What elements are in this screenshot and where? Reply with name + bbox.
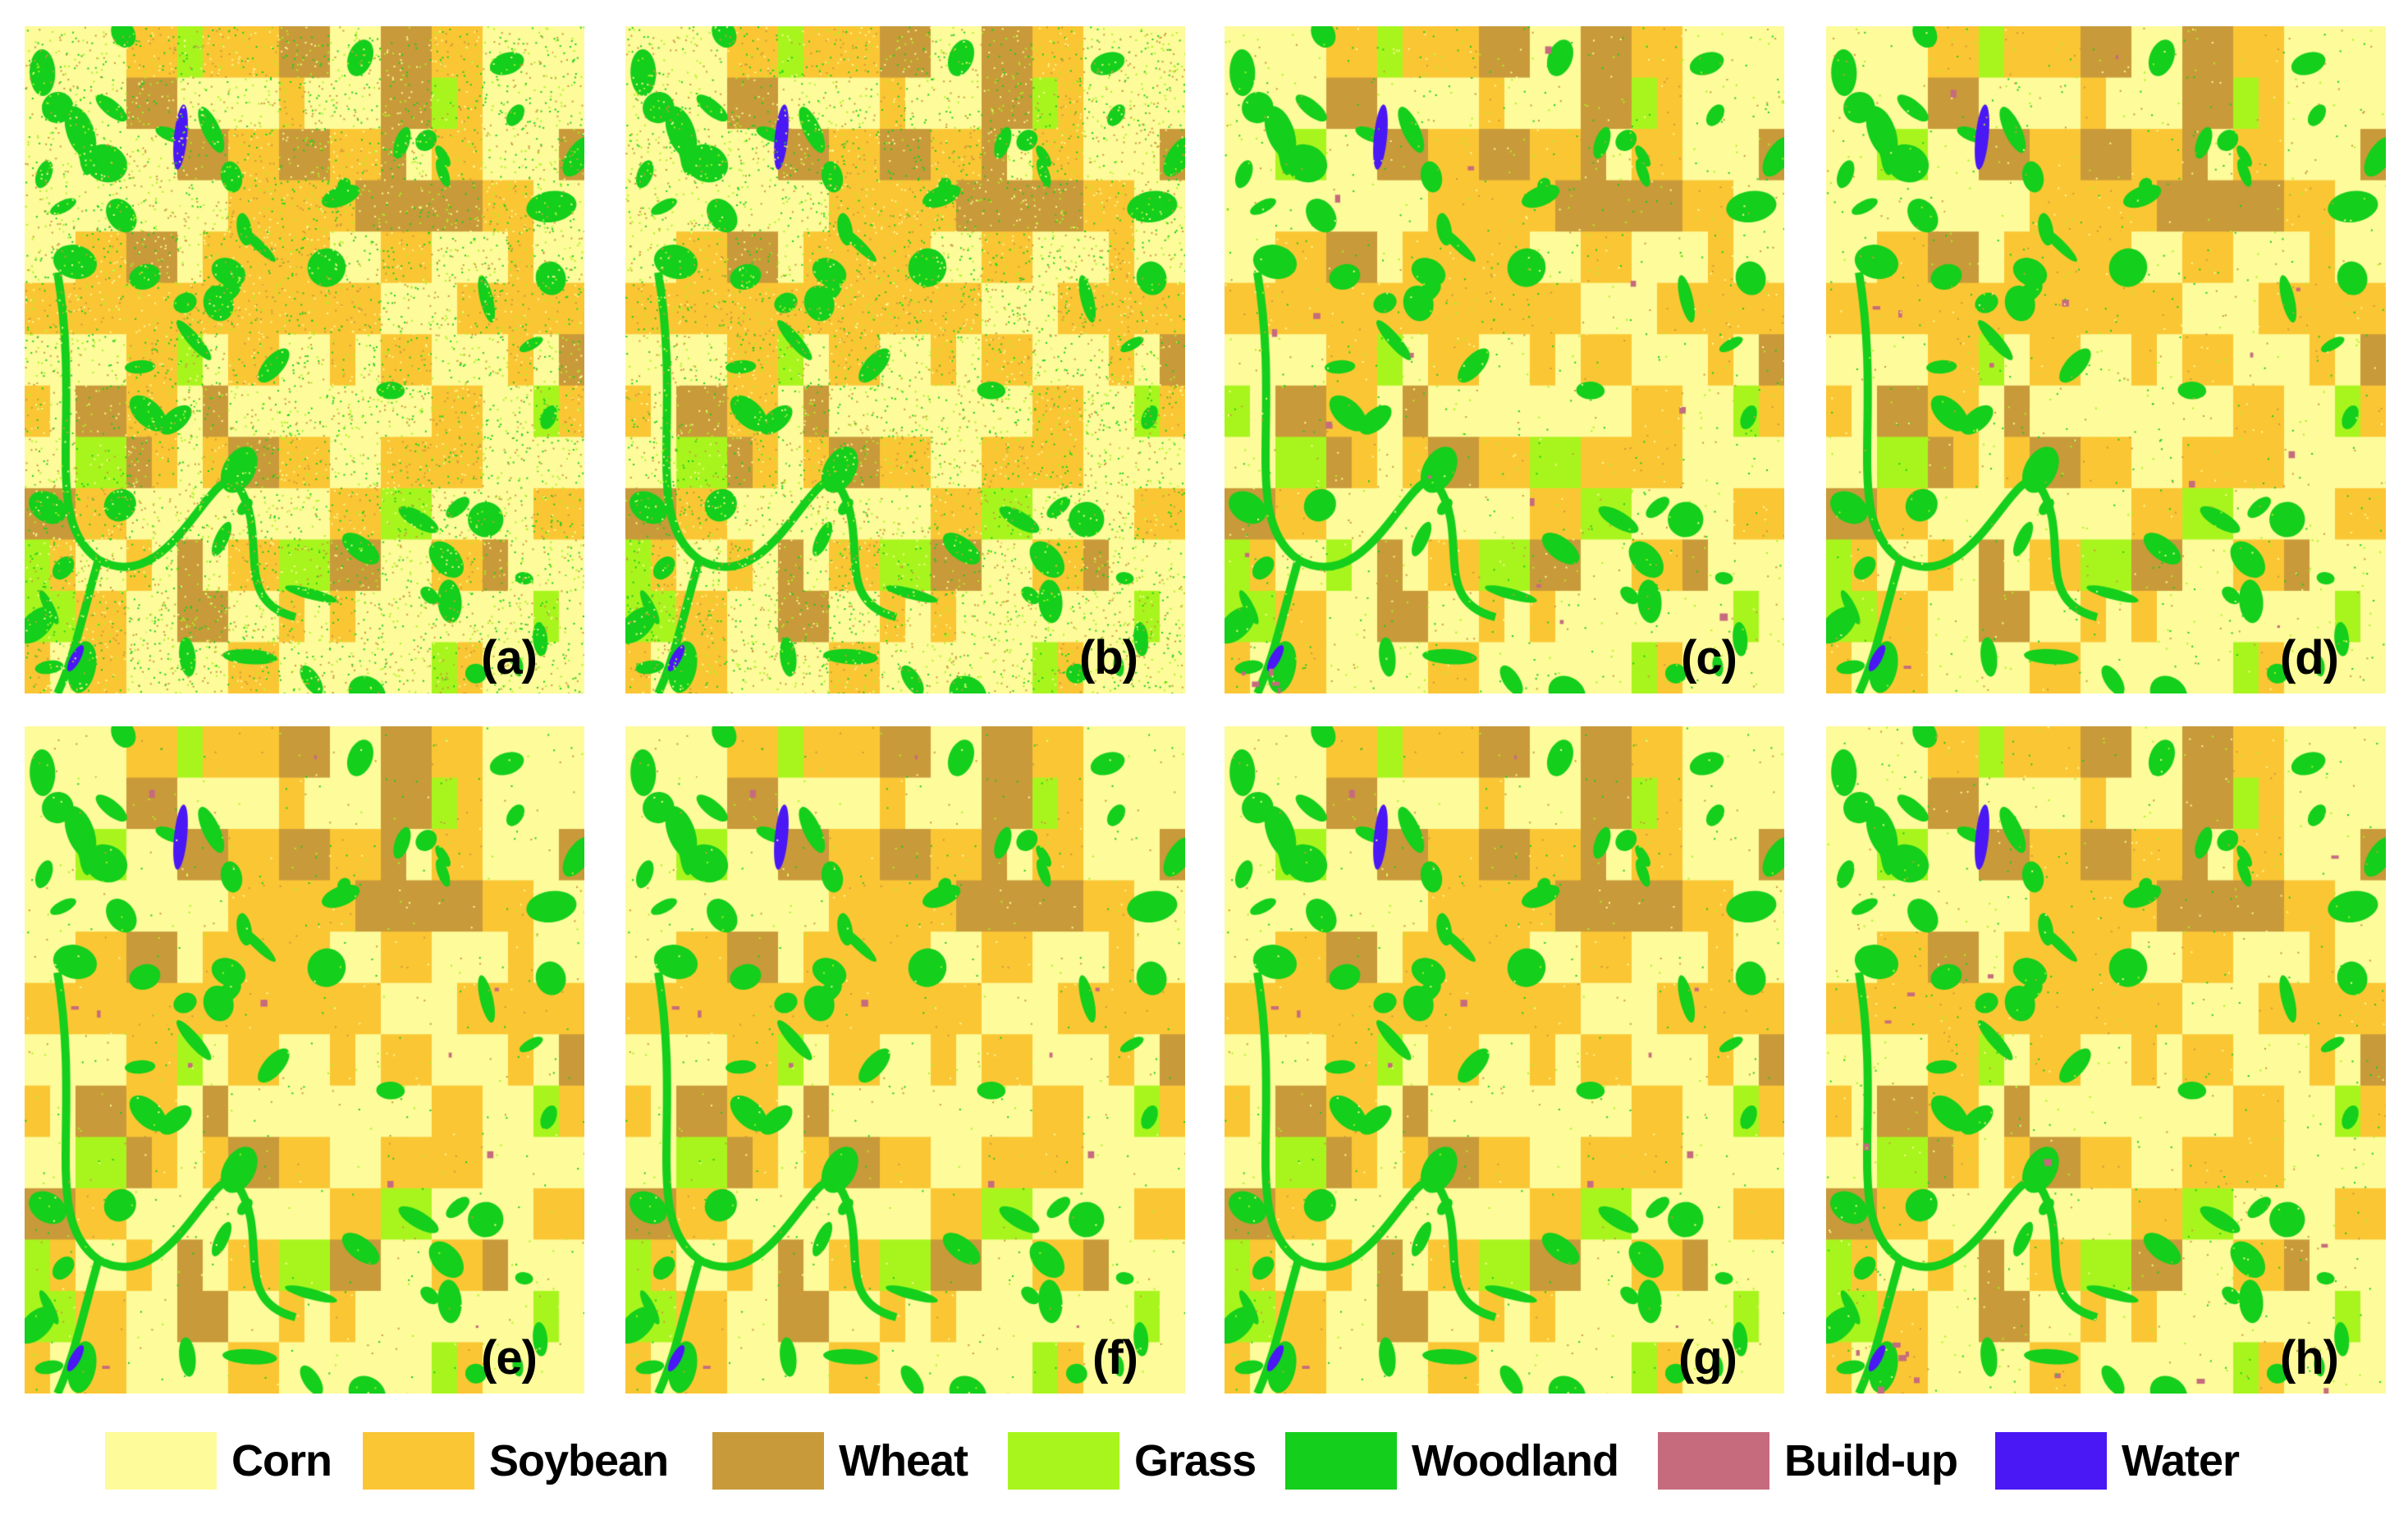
panel-label-h: (h) [2279,1331,2339,1385]
classification-map-e [25,726,584,1394]
classification-map-a [25,26,584,693]
map-panel-f: (f) [625,726,1185,1394]
legend-label: Build-up [1784,1436,1958,1485]
wheat-swatch-icon [712,1432,824,1490]
classification-map-g [1225,726,1784,1394]
classification-map-b [625,26,1185,693]
panel-label-g: (g) [1678,1331,1737,1385]
map-panel-a: (a) [25,26,584,693]
legend-item-buildup: Build-up [1658,1432,1958,1490]
buildup-swatch-icon [1658,1432,1769,1490]
legend-item-water: Water [1995,1432,2240,1490]
legend-item-wheat: Wheat [712,1432,968,1490]
grass-swatch-icon [1008,1432,1119,1490]
legend-label: Wheat [839,1436,968,1485]
panel-label-f: (f) [1092,1331,1138,1385]
panel-label-e: (e) [481,1331,538,1385]
legend-label: Woodland [1412,1436,1619,1485]
legend-label: Corn [231,1436,332,1485]
legend-label: Soybean [489,1436,669,1485]
panel-label-d: (d) [2279,631,2339,684]
panel-label-c: (c) [1681,631,1737,684]
classification-map-f [625,726,1185,1394]
classification-map-d [1826,26,2386,693]
panel-label-a: (a) [481,631,538,684]
panel-label-b: (b) [1078,631,1138,684]
classification-map-c [1225,26,1784,693]
map-panel-c: (c) [1225,26,1784,693]
legend-label: Water [2122,1436,2240,1485]
map-panel-b: (b) [625,26,1185,693]
map-panel-h: (h) [1826,726,2386,1394]
legend-item-grass: Grass [1008,1432,1257,1490]
water-swatch-icon [1995,1432,2107,1490]
map-panel-d: (d) [1826,26,2386,693]
soybean-swatch-icon [363,1432,474,1490]
corn-swatch-icon [105,1432,217,1490]
legend-label: Grass [1134,1436,1257,1485]
legend: Corn Soybean Wheat Grass Woodland Build-… [0,1432,2408,1490]
map-panel-g: (g) [1225,726,1784,1394]
legend-item-corn: Corn [105,1432,332,1490]
woodland-swatch-icon [1285,1432,1397,1490]
classification-map-h [1826,726,2386,1394]
map-panel-e: (e) [25,726,584,1394]
legend-item-woodland: Woodland [1285,1432,1619,1490]
legend-item-soybean: Soybean [363,1432,669,1490]
